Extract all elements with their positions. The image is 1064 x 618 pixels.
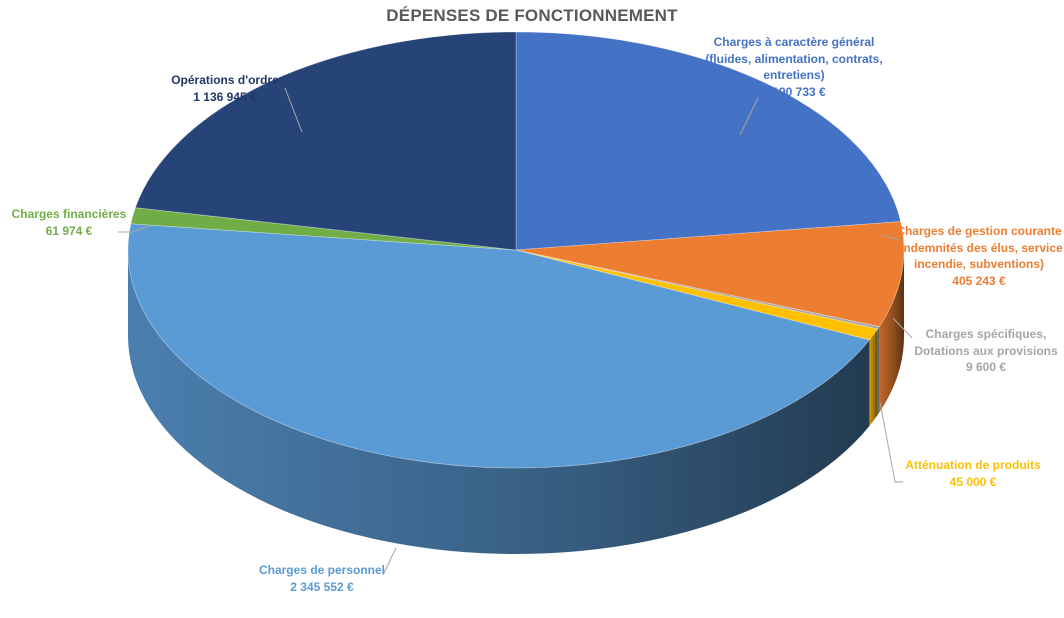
chart-title: DÉPENSES DE FONCTIONNEMENT [386,6,678,25]
pie-side-4 [128,250,870,554]
pie-slice-2 [515,249,880,330]
label-line: Charges de gestion courante [896,224,1062,238]
label-charges-financieres: Charges financières 61 974 € [0,206,138,239]
label-operations-ordre: Opérations d'ordre 1 136 945 € [155,72,295,105]
pie-slice-5 [130,207,517,251]
leader-line-5 [118,225,151,233]
label-line: incendie, subventions) [913,257,1045,271]
pie-side-3 [869,329,878,426]
label-charges-specifiques: Charges spécifiques, Dotations aux provi… [906,326,1064,376]
label-value: 405 243 € [952,273,1006,288]
pie-slice-3 [515,249,879,341]
label-charges-personnel: Charges de personnel 2 345 552 € [242,562,402,595]
leader-line-2 [892,317,913,339]
label-value: 45 000 € [949,474,997,489]
label-line: Charges spécifiques, [925,327,1047,341]
label-value: 9 600 € [965,360,1007,374]
pie-side-2 [877,326,880,416]
label-line: (fluides, alimentation, contrats, [705,51,883,66]
label-value: 2 345 552 € [290,579,354,594]
pie-side-1 [879,250,904,413]
pie-slice-4 [127,223,871,469]
leader-line-1 [881,234,901,241]
label-attenuation-produits: Atténuation de produits 45 000 € [893,457,1053,490]
label-line: Atténuation de produits [905,458,1041,472]
label-charges-gestion-courante: Charges de gestion courante (indemnités … [896,223,1063,289]
label-value: 1 136 945 € [193,89,257,104]
leader-line-0 [739,97,759,136]
label-line: Charges financières [11,207,127,221]
pie-slice-0 [515,31,902,251]
label-line: entretiens) [763,68,825,82]
leader-line-6 [284,87,303,133]
pie-slice-1 [515,221,905,328]
label-line: (indemnités des élus, service [896,240,1063,255]
label-charges-caractere-general: Charges à caractère général (fluides, al… [694,34,894,100]
pie-slice-6 [134,31,517,251]
label-line: Charges à caractère général [713,35,875,49]
leader-line-3 [879,401,903,483]
label-value: 61 974 € [45,223,93,238]
label-line: Charges de personnel [258,563,386,577]
label-value: 1 190 733 € [762,84,826,99]
label-line: Dotations aux provisions [914,343,1058,358]
leader-line-4 [382,547,397,576]
label-line: Opérations d'ordre [171,73,279,87]
